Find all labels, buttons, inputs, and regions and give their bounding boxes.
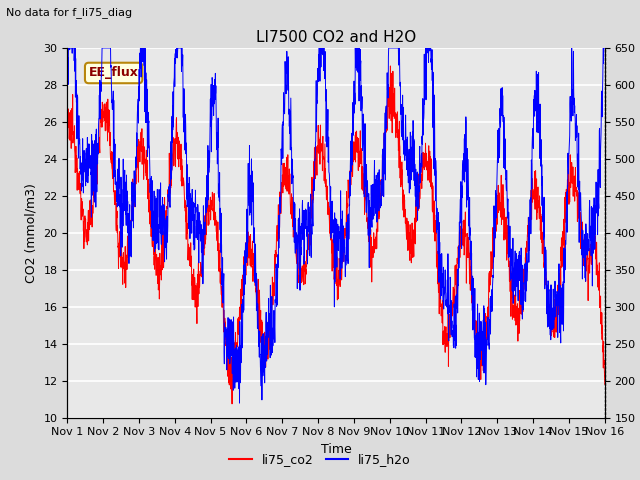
Y-axis label: CO2 (mmol/m3): CO2 (mmol/m3) — [25, 183, 38, 283]
li75_co2 — [364, 215, 371, 221]
li75_co2 — [601, 382, 609, 387]
Title: LI7500 CO2 and H2O: LI7500 CO2 and H2O — [256, 30, 416, 46]
li75_h2o — [554, 335, 561, 340]
X-axis label: Time: Time — [321, 443, 351, 456]
li75_h2o — [493, 210, 500, 216]
li75_h2o — [63, 75, 71, 81]
li75_co2 — [213, 238, 221, 244]
li75_co2 — [554, 282, 561, 288]
Line: li75_co2: li75_co2 — [67, 66, 605, 404]
li75_h2o — [236, 400, 243, 406]
li75_h2o — [214, 161, 221, 167]
Line: li75_h2o: li75_h2o — [67, 48, 605, 403]
Text: No data for f_li75_diag: No data for f_li75_diag — [6, 7, 132, 18]
li75_h2o — [352, 65, 360, 71]
li75_co2 — [228, 401, 236, 407]
li75_co2 — [493, 212, 500, 217]
li75_co2 — [569, 180, 577, 186]
li75_h2o — [569, 105, 577, 111]
li75_co2 — [387, 63, 394, 69]
li75_h2o — [364, 178, 371, 184]
Legend: li75_co2, li75_h2o: li75_co2, li75_h2o — [224, 448, 416, 471]
li75_h2o — [65, 45, 72, 51]
li75_co2 — [63, 136, 71, 142]
li75_co2 — [352, 159, 360, 165]
Text: EE_flux: EE_flux — [89, 67, 139, 80]
li75_h2o — [601, 45, 609, 51]
